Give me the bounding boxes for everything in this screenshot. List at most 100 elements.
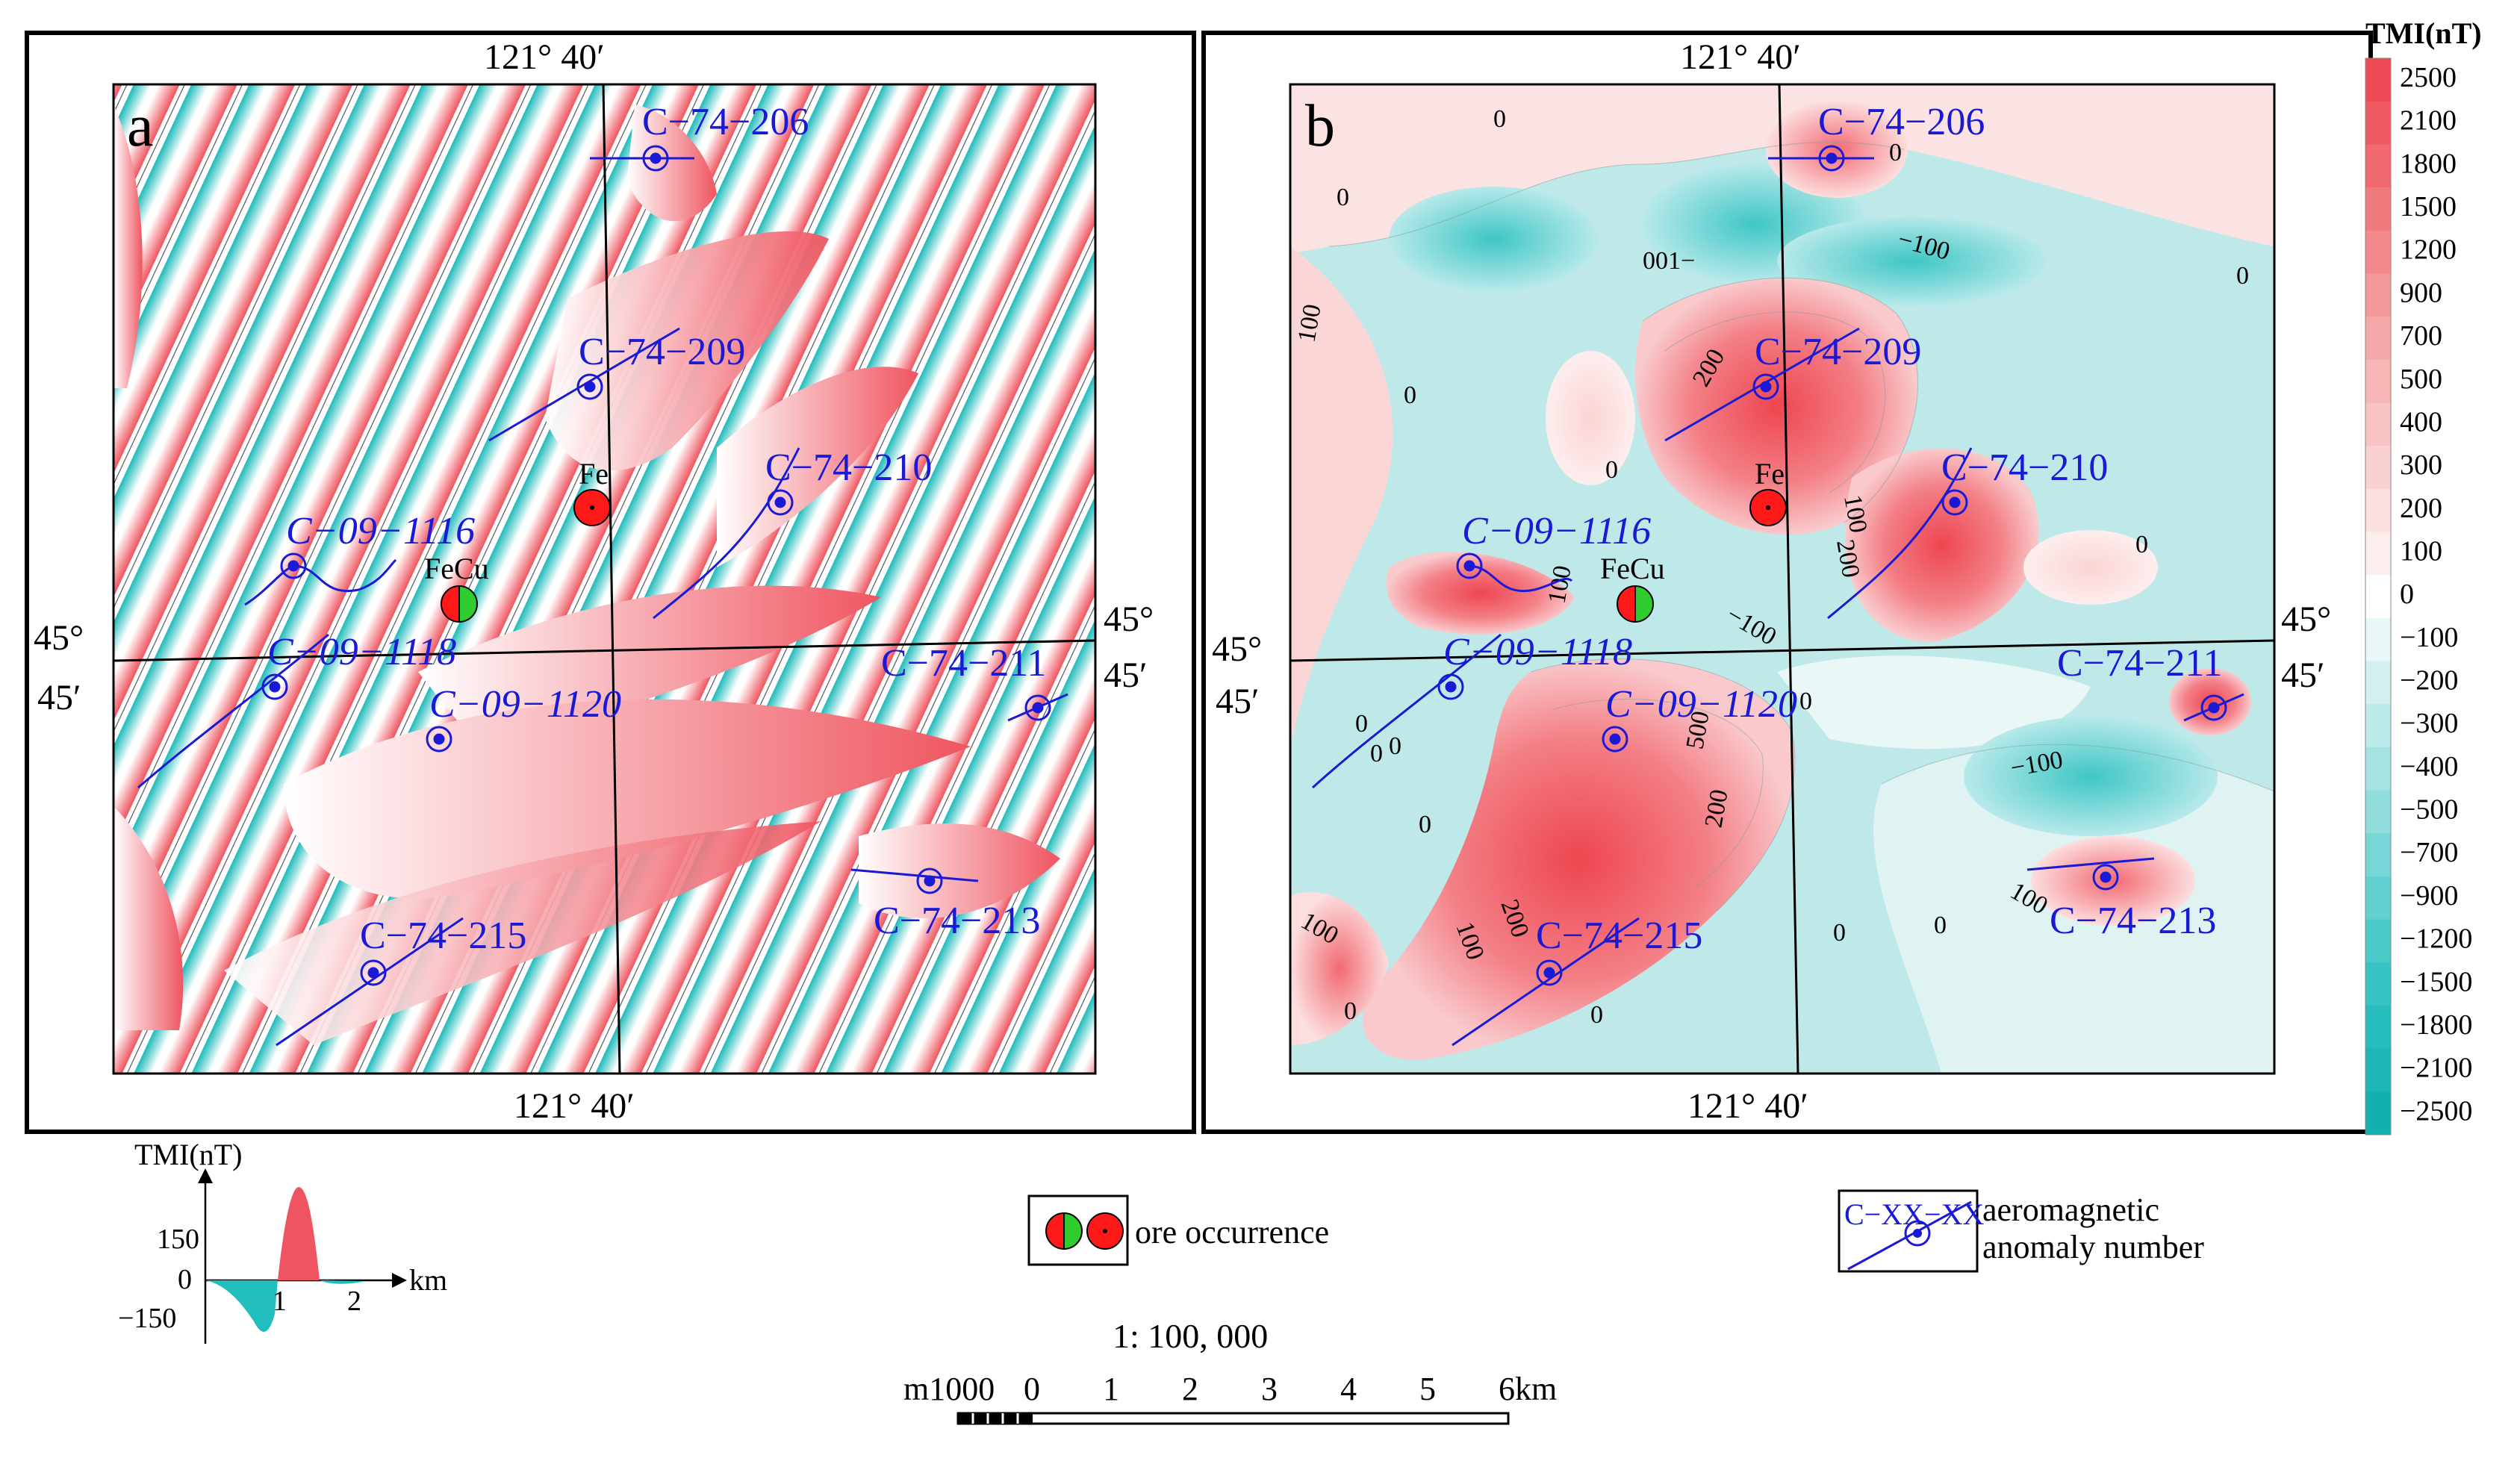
contour-label-0-j: 0	[1799, 688, 1812, 715]
contour-label-0-a: 0	[1493, 105, 1506, 133]
colorbar-tick-label: −300	[2400, 708, 2458, 739]
colorbar-swatch	[2365, 575, 2391, 619]
anomaly-a-c09-1118: C−09−1118	[267, 631, 456, 673]
profile-y-zero: 0	[178, 1264, 192, 1295]
colorbar-swatch	[2365, 1005, 2391, 1050]
panel-a-right-lat-min: 45′	[1104, 655, 1148, 695]
panel-b-left-lat-deg: 45°	[1212, 629, 1262, 669]
anomaly-a-c74-206: C−74−206	[642, 101, 809, 143]
anomaly-b-c74-211: C−74−211	[2057, 642, 2222, 685]
contour-label-500: 500	[1681, 709, 1714, 752]
colorbar-title: TMI(nT)	[2365, 16, 2482, 50]
anomaly-a-c09-1116: C−09−1116	[286, 510, 475, 552]
colorbar-tick-label: 300	[2400, 449, 2442, 481]
scalebar-tick-labels: 0 1 2 3 4 5 6km	[1024, 1371, 1557, 1424]
panel-b-map	[1290, 84, 2274, 1074]
contour-label-0-m: 0	[1344, 997, 1357, 1025]
ore-legend: ore occurrence	[1027, 1194, 1329, 1266]
profile-positive-lobe	[278, 1187, 320, 1280]
anomaly-b-c09-1120: C−09−1120	[1605, 683, 1797, 726]
profile-y-top: 150	[157, 1224, 199, 1255]
colorbar-swatch	[2365, 962, 2391, 1006]
colorbar-frame	[2365, 57, 2392, 1135]
contour-label-100-b: 100	[1838, 493, 1872, 535]
colorbar-swatches	[2365, 57, 2392, 1135]
contour-label-0-c: 0	[1889, 139, 1902, 166]
contour-label-0-i: 0	[1370, 740, 1383, 767]
anomaly-b-c74-210: C−74−210	[1941, 446, 2108, 489]
anomaly-b-c74-213: C−74−213	[2050, 900, 2216, 942]
colorbar-tick-label: 100	[2400, 535, 2442, 567]
colorbar-tick-label: 700	[2400, 320, 2442, 352]
scalebar-bar	[956, 1412, 1510, 1425]
contour-label-0-b: 0	[1337, 184, 1349, 211]
panel-b-top-lon: 121° 40′	[1680, 37, 1801, 77]
colorbar-tick-label: 200	[2400, 493, 2442, 524]
colorbar-swatch	[2365, 101, 2391, 145]
colorbar-tick-label: −1500	[2400, 966, 2472, 997]
contour-label-0-e: 0	[1404, 381, 1416, 409]
colorbar-swatch	[2365, 144, 2391, 188]
colorbar-tick-label: 1800	[2400, 148, 2457, 179]
panel-a: a 121° 40′ 121° 40′ 45° 45′ 45° 45′ C	[25, 31, 1196, 1134]
anomaly-a-c74-209: C−74−209	[579, 331, 745, 373]
anomaly-a-c74-211: C−74−211	[881, 642, 1046, 685]
colorbar-tick-label: −1200	[2400, 923, 2472, 955]
scalebar-tick-label: 5	[1419, 1371, 1436, 1407]
panel-a-bottom-lon: 121° 40′	[514, 1086, 635, 1126]
anomaly-a-c74-215: C−74−215	[360, 915, 526, 957]
ore-a-fe-icon	[573, 489, 611, 526]
scalebar-sub-segment	[958, 1413, 1033, 1424]
panel-a-left-lat-min: 45′	[37, 678, 81, 717]
scalebar-left-label: m1000	[903, 1371, 995, 1407]
scalebar-tick-label: 6km	[1499, 1371, 1557, 1407]
panel-b-right-lat-min: 45′	[2281, 655, 2325, 695]
panel-a-parallel	[113, 639, 1096, 662]
anomaly-legend-code: C−XX−XX	[1844, 1197, 1984, 1231]
ore-legend-fecu-icon	[1045, 1212, 1083, 1250]
anomaly-a-c74-210: C−74−210	[765, 446, 932, 489]
colorbar-swatch	[2365, 230, 2391, 274]
panel-a-label: a	[127, 93, 154, 159]
ore-a-fe-label: Fe	[579, 457, 609, 490]
ore-b-fecu-icon	[1617, 585, 1654, 623]
scalebar-ratio: 1: 100, 000	[1113, 1317, 1268, 1355]
colorbar-swatch	[2365, 1091, 2391, 1135]
anomaly-b-c74-209: C−74−209	[1755, 331, 1921, 373]
contour-label-0-o: 0	[1833, 919, 1846, 947]
anomaly-legend-circle-icon	[1904, 1220, 1931, 1247]
anomaly-legend-line1: aeromagnetic	[1982, 1191, 2159, 1228]
profile-tail	[320, 1280, 366, 1284]
profile-legend: TMI(nT) 150 0 −150 km 1 2	[118, 1138, 447, 1344]
colorbar-tick-label: 2500	[2400, 62, 2457, 93]
colorbar-swatch	[2365, 747, 2391, 791]
profile-x2: 2	[347, 1286, 361, 1317]
scalebar-tick-label: 2	[1182, 1371, 1198, 1407]
colorbar-tick-label: 900	[2400, 277, 2442, 308]
colorbar-tick-label: 400	[2400, 406, 2442, 437]
contour-label-0-h: 0	[1355, 710, 1368, 738]
colorbar-swatch	[2365, 1048, 2391, 1092]
scalebar-tick-label: 3	[1261, 1371, 1278, 1407]
colorbar-swatch	[2365, 532, 2391, 576]
anomaly-b-c74-215: C−74−215	[1536, 915, 1702, 957]
panel-a-meridian	[602, 84, 621, 1074]
panel-b-right-lat-deg: 45°	[2281, 599, 2331, 639]
anomaly-b-c09-1118: C−09−1118	[1443, 631, 1632, 673]
colorbar-labels: 2500 2100 1800 1500 1200 900 700 500 400 300 200 10…	[2400, 62, 2472, 1127]
profile-title: TMI(nT)	[134, 1138, 242, 1171]
panel-a-left-lat-deg: 45°	[34, 618, 84, 658]
anomaly-legend-dot-icon	[1913, 1229, 1922, 1238]
profile-x1: 1	[273, 1286, 287, 1317]
panel-a-map	[113, 84, 1095, 1074]
colorbar-tick-label: −900	[2400, 880, 2458, 912]
colorbar-tick-label: 500	[2400, 364, 2442, 395]
colorbar-swatch	[2365, 58, 2391, 102]
colorbar-swatch	[2365, 488, 2391, 532]
scalebar: 1: 100, 000 m1000 0 1 2 3 4 5 6km	[903, 1317, 1557, 1425]
contour-label-200-c: 200	[1699, 788, 1733, 830]
colorbar-tick-label: −2500	[2400, 1095, 2472, 1127]
colorbar-swatch	[2365, 919, 2391, 963]
scalebar-sub-ticks	[971, 1413, 1019, 1424]
